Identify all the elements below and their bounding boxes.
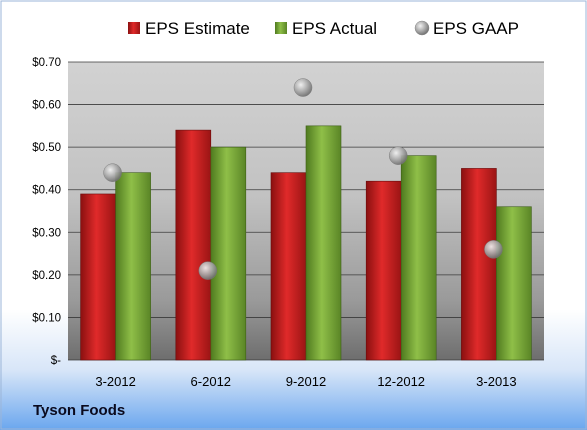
point-eps-gaap — [293, 78, 313, 97]
bars — [80, 125, 532, 361]
y-tick-label: $0.20 — [32, 270, 61, 282]
x-tick-label: 3-2012 — [95, 374, 135, 389]
y-tick-label: $- — [51, 355, 61, 367]
x-tick-label: 6-2012 — [191, 374, 231, 389]
company-name: Tyson Foods — [33, 402, 126, 419]
point-eps-gaap — [198, 261, 218, 280]
y-tick-label: $0.40 — [32, 185, 61, 197]
x-axis-tick-labels: 3-2012 6-2012 9-2012 12-2012 3-2013 — [95, 374, 516, 389]
bar-eps-estimate — [80, 193, 116, 361]
bar-eps-actual — [210, 146, 247, 361]
legend-swatch — [275, 22, 287, 34]
bar-eps-estimate — [365, 180, 402, 361]
y-tick-label: $0.60 — [32, 100, 61, 112]
legend-label: EPS GAAP — [433, 19, 519, 38]
x-tick-label: 12-2012 — [377, 374, 425, 389]
y-tick-label: $0.10 — [32, 312, 61, 324]
y-tick-label: $0.30 — [32, 227, 61, 239]
bar-eps-estimate — [175, 129, 212, 361]
point-eps-gaap — [388, 146, 408, 165]
bar-eps-estimate — [461, 168, 497, 361]
point-eps-gaap — [103, 163, 122, 182]
bar-eps-actual — [115, 172, 151, 361]
x-tick-label: 3-2013 — [476, 374, 516, 389]
bar-eps-estimate — [270, 172, 307, 361]
gaap-points — [103, 78, 503, 280]
y-tick-label: $0.50 — [32, 142, 61, 154]
bar-eps-actual — [305, 125, 342, 361]
legend-label: EPS Actual — [292, 19, 377, 38]
x-tick-label: 9-2012 — [286, 374, 326, 389]
y-axis-tick-labels: $- $0.10 $0.20 $0.30 $0.40 $0.50 $0.60 $0.70 — [32, 57, 61, 367]
legend-swatch — [128, 22, 140, 34]
legend-swatch — [414, 20, 430, 36]
y-tick-label: $0.70 — [32, 57, 61, 69]
bar-eps-actual — [496, 206, 532, 361]
legend: EPS Estimate EPS Actual EPS GAAP — [128, 19, 519, 38]
bar-eps-actual — [400, 155, 437, 361]
legend-label: EPS Estimate — [145, 19, 250, 38]
point-eps-gaap — [484, 240, 503, 259]
